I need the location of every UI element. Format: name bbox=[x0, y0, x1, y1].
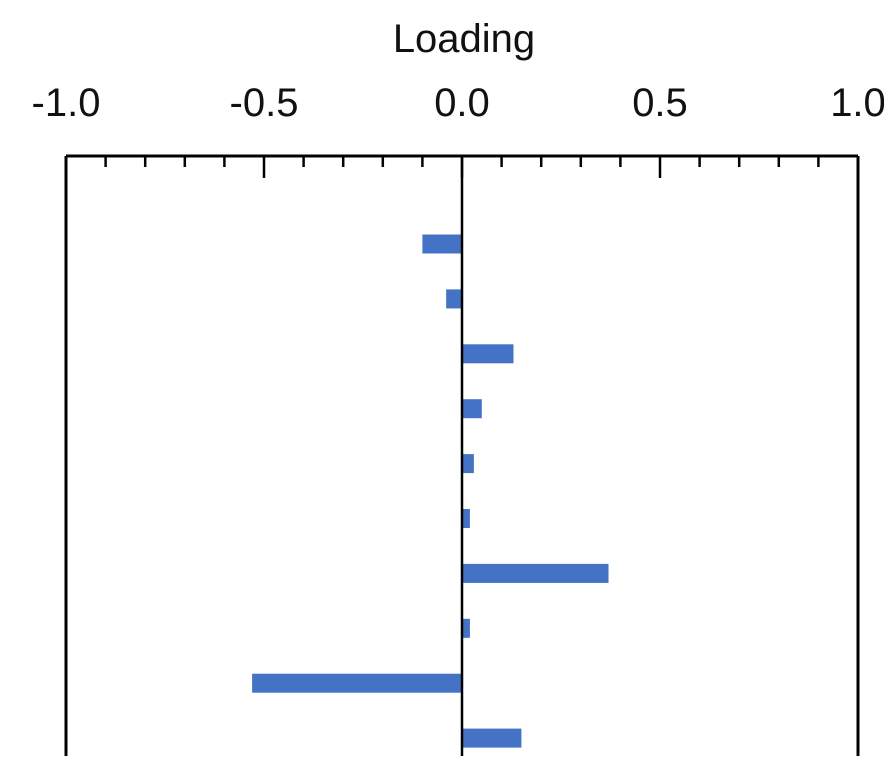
bar bbox=[422, 234, 462, 254]
x-tick-label: 0.5 bbox=[632, 81, 688, 125]
x-tick-label: -0.5 bbox=[230, 81, 299, 125]
bar bbox=[446, 289, 462, 309]
bar bbox=[462, 509, 470, 528]
bar bbox=[462, 618, 470, 638]
bar bbox=[462, 728, 522, 748]
x-axis-title: Loading bbox=[393, 17, 535, 61]
bar bbox=[462, 399, 482, 419]
bar bbox=[462, 563, 609, 583]
bars bbox=[252, 234, 609, 748]
x-tick-label: 0.0 bbox=[434, 81, 490, 125]
bar bbox=[462, 344, 514, 364]
x-axis-ticks: -1.0 -0.5 0.0 0.5 1.0 bbox=[32, 81, 884, 178]
x-tick-label: -1.0 bbox=[32, 81, 101, 125]
plot-frame bbox=[64, 154, 860, 756]
x-tick-label: 1.0 bbox=[830, 81, 884, 125]
bar bbox=[252, 673, 462, 693]
bar bbox=[462, 454, 474, 474]
